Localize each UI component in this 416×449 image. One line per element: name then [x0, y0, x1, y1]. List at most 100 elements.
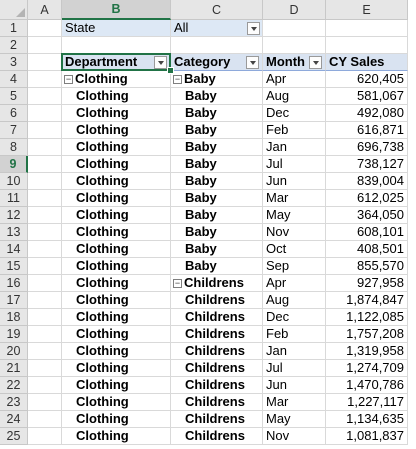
pivot-row-category[interactable]: Baby — [171, 156, 263, 173]
pivot-row-department[interactable]: Clothing — [62, 173, 171, 190]
collapse-category-icon[interactable]: − — [173, 277, 182, 288]
pivot-row-category[interactable]: Baby — [171, 88, 263, 105]
pivot-header-sales[interactable]: CY Sales — [326, 54, 408, 71]
pivot-row-department[interactable]: Clothing — [62, 275, 171, 292]
pivot-row-department[interactable]: Clothing — [62, 156, 171, 173]
pivot-row-cy-sales[interactable]: 1,274,709 — [326, 360, 408, 377]
pivot-row-month[interactable]: Dec — [263, 309, 326, 326]
pivot-row-department[interactable]: Clothing — [62, 190, 171, 207]
pivot-row-department[interactable]: Clothing — [62, 309, 171, 326]
pivot-row-month[interactable]: Sep — [263, 258, 326, 275]
pivot-filter-category-dropdown-icon[interactable] — [246, 56, 259, 69]
pivot-row-category[interactable]: Childrens — [171, 292, 263, 309]
pivot-header-month[interactable]: Month — [263, 54, 326, 71]
cell-a8[interactable] — [28, 139, 62, 156]
pivot-row-month[interactable]: Mar — [263, 190, 326, 207]
filter-value-cell[interactable]: All — [171, 20, 263, 37]
cell-e1[interactable] — [326, 20, 408, 37]
pivot-row-category[interactable]: Childrens — [171, 326, 263, 343]
pivot-row-department[interactable]: Clothing — [62, 360, 171, 377]
cell-a17[interactable] — [28, 292, 62, 309]
row-header-4[interactable]: 4 — [0, 71, 28, 88]
pivot-row-department[interactable]: Clothing — [62, 343, 171, 360]
cell-a15[interactable] — [28, 258, 62, 275]
pivot-row-category[interactable]: Childrens — [171, 309, 263, 326]
pivot-row-cy-sales[interactable]: 1,227,117 — [326, 394, 408, 411]
pivot-row-month[interactable]: Nov — [263, 224, 326, 241]
row-header-17[interactable]: 17 — [0, 292, 28, 309]
filter-dropdown-icon[interactable] — [247, 22, 260, 35]
pivot-row-department[interactable]: Clothing — [62, 258, 171, 275]
pivot-row-cy-sales[interactable]: 738,127 — [326, 156, 408, 173]
pivot-row-category[interactable]: Childrens — [171, 394, 263, 411]
pivot-row-cy-sales[interactable]: 1,319,958 — [326, 343, 408, 360]
pivot-row-category[interactable]: Baby — [171, 190, 263, 207]
pivot-row-category[interactable]: Baby — [171, 122, 263, 139]
pivot-row-department[interactable]: Clothing — [62, 377, 171, 394]
row-header-2[interactable]: 2 — [0, 37, 28, 54]
fill-handle[interactable] — [167, 67, 174, 74]
row-header-19[interactable]: 19 — [0, 326, 28, 343]
pivot-row-category[interactable]: Baby — [171, 139, 263, 156]
row-header-24[interactable]: 24 — [0, 411, 28, 428]
pivot-row-department[interactable]: Clothing — [62, 88, 171, 105]
pivot-row-cy-sales[interactable]: 696,738 — [326, 139, 408, 156]
row-header-13[interactable]: 13 — [0, 224, 28, 241]
pivot-row-month[interactable]: Jun — [263, 173, 326, 190]
pivot-row-cy-sales[interactable]: 1,470,786 — [326, 377, 408, 394]
cell-a23[interactable] — [28, 394, 62, 411]
cell-a19[interactable] — [28, 326, 62, 343]
cell-a10[interactable] — [28, 173, 62, 190]
row-header-20[interactable]: 20 — [0, 343, 28, 360]
pivot-row-cy-sales[interactable]: 612,025 — [326, 190, 408, 207]
cell-e2[interactable] — [326, 37, 408, 54]
column-header-c[interactable]: C — [171, 0, 263, 20]
pivot-row-month[interactable]: Jun — [263, 377, 326, 394]
row-header-25[interactable]: 25 — [0, 428, 28, 445]
row-header-11[interactable]: 11 — [0, 190, 28, 207]
pivot-row-month[interactable]: Apr — [263, 71, 326, 88]
pivot-row-cy-sales[interactable]: 616,871 — [326, 122, 408, 139]
cell-a14[interactable] — [28, 241, 62, 258]
pivot-row-department[interactable]: Clothing — [62, 241, 171, 258]
pivot-row-department[interactable]: Clothing — [62, 428, 171, 445]
pivot-row-category[interactable]: Baby — [171, 207, 263, 224]
pivot-row-cy-sales[interactable]: 855,570 — [326, 258, 408, 275]
cell-b2[interactable] — [62, 37, 171, 54]
pivot-row-cy-sales[interactable]: 1,874,847 — [326, 292, 408, 309]
pivot-row-month[interactable]: Feb — [263, 122, 326, 139]
pivot-row-category[interactable]: − Childrens — [171, 275, 263, 292]
pivot-row-category[interactable]: Baby — [171, 224, 263, 241]
row-header-8[interactable]: 8 — [0, 139, 28, 156]
pivot-row-category[interactable]: Baby — [171, 241, 263, 258]
pivot-row-month[interactable]: Aug — [263, 88, 326, 105]
pivot-row-cy-sales[interactable]: 408,501 — [326, 241, 408, 258]
pivot-row-cy-sales[interactable]: 1,134,635 — [326, 411, 408, 428]
row-header-7[interactable]: 7 — [0, 122, 28, 139]
pivot-row-department[interactable]: Clothing — [62, 411, 171, 428]
row-header-6[interactable]: 6 — [0, 105, 28, 122]
cell-a16[interactable] — [28, 275, 62, 292]
row-header-22[interactable]: 22 — [0, 377, 28, 394]
pivot-row-cy-sales[interactable]: 581,067 — [326, 88, 408, 105]
pivot-header-category[interactable]: Category — [171, 54, 263, 71]
cell-a18[interactable] — [28, 309, 62, 326]
cell-a25[interactable] — [28, 428, 62, 445]
pivot-row-department[interactable]: − Clothing — [62, 71, 171, 88]
row-header-1[interactable]: 1 — [0, 20, 28, 37]
cell-d2[interactable] — [263, 37, 326, 54]
row-header-12[interactable]: 12 — [0, 207, 28, 224]
cell-a11[interactable] — [28, 190, 62, 207]
cell-a9[interactable] — [28, 156, 62, 173]
cell-a24[interactable] — [28, 411, 62, 428]
pivot-row-month[interactable]: Oct — [263, 241, 326, 258]
row-header-10[interactable]: 10 — [0, 173, 28, 190]
column-header-d[interactable]: D — [263, 0, 326, 20]
row-header-15[interactable]: 15 — [0, 258, 28, 275]
pivot-row-category[interactable]: Childrens — [171, 428, 263, 445]
cell-a7[interactable] — [28, 122, 62, 139]
pivot-row-month[interactable]: Mar — [263, 394, 326, 411]
pivot-row-department[interactable]: Clothing — [62, 292, 171, 309]
pivot-row-month[interactable]: Jan — [263, 139, 326, 156]
